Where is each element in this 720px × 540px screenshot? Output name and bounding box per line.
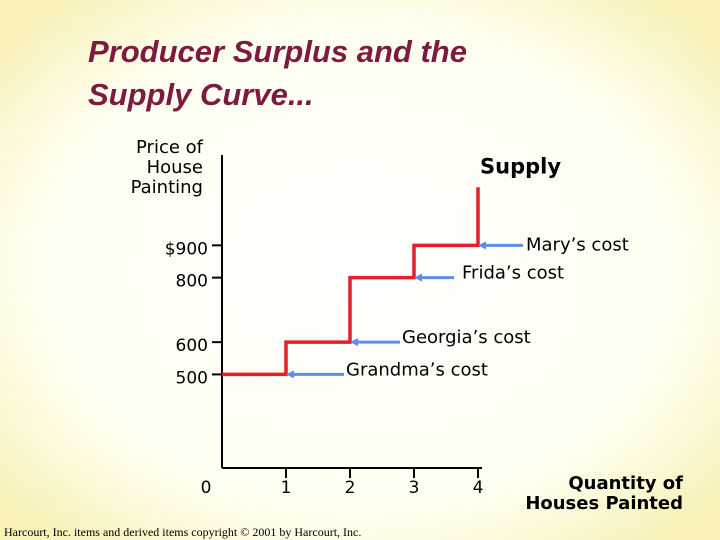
annotation-label: Mary’s cost xyxy=(526,234,629,255)
chart-title: Producer Surplus and the xyxy=(88,34,467,69)
annotation-label: Georgia’s cost xyxy=(402,327,531,348)
y-axis-label: Price of xyxy=(136,137,204,158)
annotation-label: Frida’s cost xyxy=(462,263,564,284)
x-tick-label: 1 xyxy=(281,478,292,498)
x-tick-label: 2 xyxy=(345,478,356,498)
y-axis-label: House xyxy=(147,157,203,178)
x-tick-label: 3 xyxy=(409,478,420,498)
x-axis-label: Quantity of xyxy=(568,473,683,494)
series-label: Supply xyxy=(480,154,561,178)
annotation-arrowhead xyxy=(286,370,294,379)
annotation-label: Grandma’s cost xyxy=(346,359,488,380)
annotation-arrowhead xyxy=(414,273,422,282)
y-tick-label: $900 xyxy=(165,239,208,259)
annotation-arrowhead xyxy=(478,241,486,250)
y-tick-label: 600 xyxy=(176,336,208,356)
supply-line xyxy=(222,187,480,377)
x-axis-label: Houses Painted xyxy=(525,493,683,514)
y-axis-label: Painting xyxy=(131,177,203,198)
annotation-arrowhead xyxy=(350,338,358,347)
x-tick-label: 4 xyxy=(473,478,484,498)
footer: Harcourt, Inc. items and derived items c… xyxy=(4,525,361,539)
y-tick-label: 500 xyxy=(176,368,208,388)
x-tick-label: 0 xyxy=(201,478,212,498)
y-tick-label: 800 xyxy=(176,272,208,292)
chart-title: Supply Curve... xyxy=(88,77,314,112)
